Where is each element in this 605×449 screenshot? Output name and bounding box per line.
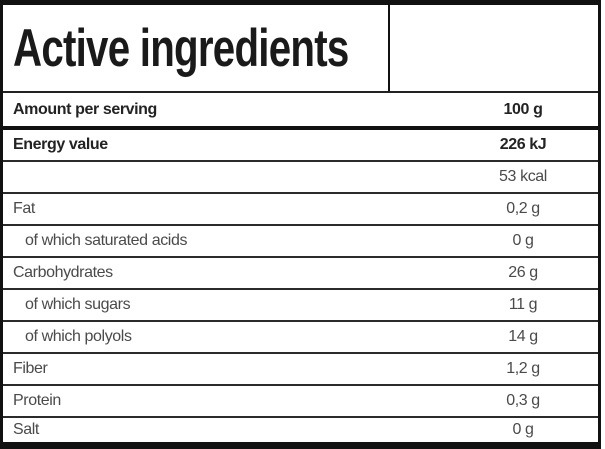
row-value: 0 g bbox=[512, 232, 534, 249]
title-spacer-cell bbox=[390, 5, 598, 91]
row-value: 26 g bbox=[508, 264, 538, 281]
title-row: Active ingredients bbox=[3, 5, 598, 93]
table-row: of which sugars 11 g bbox=[3, 290, 598, 322]
row-value: 53 kcal bbox=[499, 168, 547, 185]
table-row: of which saturated acids 0 g bbox=[3, 226, 598, 258]
row-label: of which saturated acids bbox=[25, 232, 188, 249]
row-label: of which polyols bbox=[25, 328, 132, 345]
table-row: Fat 0,2 g bbox=[3, 194, 598, 226]
row-label: Fiber bbox=[13, 360, 48, 377]
table-row: Salt 0 g bbox=[3, 418, 598, 442]
table-row: Protein 0,3 g bbox=[3, 386, 598, 418]
row-value: 0,3 g bbox=[506, 392, 540, 409]
page-title: Active ingredients bbox=[13, 18, 349, 78]
table-body: Energy value 226 kJ 53 kcal Fat 0,2 g of… bbox=[3, 130, 598, 442]
table-header-row: Amount per serving 100 g bbox=[3, 93, 598, 130]
row-value: 226 kJ bbox=[499, 136, 547, 153]
row-label: Carbohydrates bbox=[13, 264, 113, 281]
row-label: Fat bbox=[13, 200, 35, 217]
table-row: Fiber 1,2 g bbox=[3, 354, 598, 386]
row-value: 0 g bbox=[512, 421, 534, 438]
row-label: Energy value bbox=[13, 136, 108, 153]
row-label: of which sugars bbox=[25, 296, 131, 313]
header-label: Amount per serving bbox=[13, 100, 157, 118]
table-row: of which polyols 14 g bbox=[3, 322, 598, 354]
row-value: 14 g bbox=[508, 328, 538, 345]
header-value: 100 g bbox=[503, 100, 543, 118]
row-value: 11 g bbox=[508, 296, 538, 313]
row-value: 1,2 g bbox=[506, 360, 540, 377]
row-value: 0,2 g bbox=[506, 200, 540, 217]
row-label: Protein bbox=[13, 392, 61, 409]
table-row: Energy value 226 kJ bbox=[3, 130, 598, 162]
table-row: Carbohydrates 26 g bbox=[3, 258, 598, 290]
title-cell: Active ingredients bbox=[3, 5, 390, 91]
row-label: Salt bbox=[13, 421, 39, 438]
table-row: 53 kcal bbox=[3, 162, 598, 194]
